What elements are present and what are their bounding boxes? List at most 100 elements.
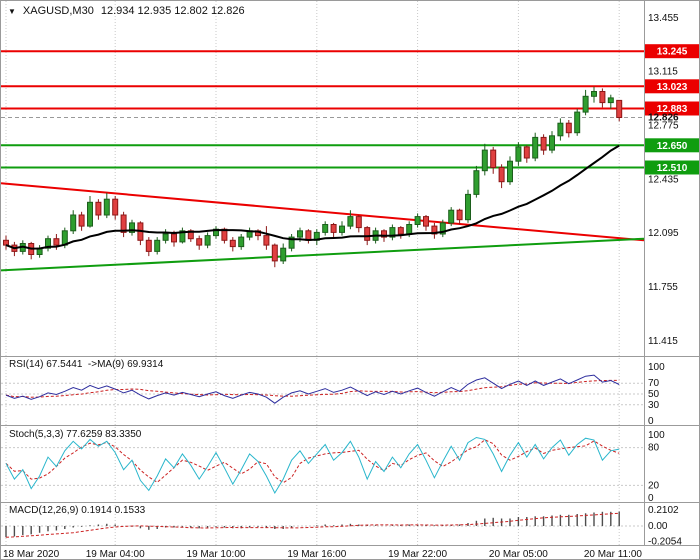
svg-text:19 Mar 04:00: 19 Mar 04:00 <box>86 549 145 560</box>
svg-text:19 Mar 22:00: 19 Mar 22:00 <box>388 549 447 560</box>
svg-text:20: 20 <box>648 480 660 491</box>
candle <box>87 201 93 227</box>
candle <box>179 230 186 243</box>
candle <box>364 227 371 241</box>
candle <box>515 146 522 162</box>
trendlines <box>1 182 645 272</box>
svg-text:30: 30 <box>648 400 660 411</box>
candle <box>103 198 110 216</box>
candle <box>3 239 9 246</box>
svg-text:19 Mar 16:00: 19 Mar 16:00 <box>287 549 346 560</box>
candle <box>397 227 404 235</box>
candle <box>355 216 362 229</box>
candle <box>507 160 513 183</box>
time-grid <box>5 1 620 546</box>
candle <box>229 239 236 248</box>
candle <box>549 135 555 151</box>
price-level-badge <box>645 138 699 153</box>
candle <box>70 214 77 232</box>
candle <box>196 238 203 246</box>
stoch-indicator-label: Stoch(5,3,3) 77.6259 83.3350 <box>9 429 142 440</box>
symbol-timeframe-label: XAGUSD,M30 <box>22 5 94 17</box>
svg-text:0: 0 <box>648 416 654 427</box>
candle <box>120 214 127 233</box>
svg-text:13.115: 13.115 <box>648 67 678 78</box>
candle <box>532 136 539 159</box>
price-level-badge <box>645 44 699 59</box>
time-axis[interactable]: 18 Mar 2020 19 Mar 04:00 19 Mar 10:00 19 Ma… <box>3 549 642 560</box>
candle <box>406 224 413 235</box>
candle <box>204 235 211 246</box>
price-axis[interactable]: 13.455 13.115 12.775 12.435 12.095 11.755 11.4… <box>645 13 700 548</box>
candle <box>330 224 337 233</box>
trendline-resistance[interactable] <box>1 182 645 242</box>
svg-text:13.245: 13.245 <box>657 47 688 58</box>
rsi-pane <box>1 374 644 406</box>
candle <box>112 198 119 216</box>
candle <box>498 167 505 183</box>
candle <box>271 244 278 262</box>
macd-pane <box>1 511 644 538</box>
candle <box>565 122 572 134</box>
candle <box>238 236 245 248</box>
ma-line <box>5 144 620 250</box>
svg-text:11.415: 11.415 <box>648 336 678 347</box>
price-level-badge <box>645 101 699 116</box>
svg-text:20 Mar 05:00: 20 Mar 05:00 <box>489 549 548 560</box>
svg-text:50: 50 <box>648 389 660 400</box>
svg-text:12.826: 12.826 <box>648 113 679 124</box>
svg-text:70: 70 <box>648 378 660 389</box>
candle <box>322 224 329 233</box>
svg-text:0: 0 <box>648 493 654 504</box>
chart-header: ▼ XAGUSD,M30 12.934 12.935 12.802 12.826 <box>8 5 245 17</box>
candle <box>95 201 102 216</box>
ma-line <box>5 144 620 250</box>
svg-text:20 Mar 11:00: 20 Mar 11:00 <box>584 549 643 560</box>
stoch-pane <box>1 436 644 495</box>
candle <box>582 95 589 113</box>
candle <box>129 222 135 233</box>
price-level-badge <box>645 160 699 175</box>
svg-text:19 Mar 10:00: 19 Mar 10:00 <box>187 549 246 560</box>
rsi-indicator-label: RSI(14) 67.5441 ->MA(9) 69.9314 <box>9 359 164 370</box>
symbol-dropdown-icon[interactable]: ▼ <box>8 6 16 16</box>
candle <box>45 238 51 249</box>
svg-text:0.00: 0.00 <box>648 521 668 532</box>
svg-text:80: 80 <box>648 443 660 454</box>
rsi-line <box>5 374 620 404</box>
candle <box>154 239 161 252</box>
candle <box>162 233 169 241</box>
candle <box>456 209 463 221</box>
rsi-ma-line <box>5 379 620 398</box>
candle <box>490 149 497 169</box>
svg-text:18 Mar 2020: 18 Mar 2020 <box>3 549 60 560</box>
svg-text:12.095: 12.095 <box>648 228 679 239</box>
svg-text:13.023: 13.023 <box>657 82 688 93</box>
candle <box>540 136 547 151</box>
macd-indicator-label: MACD(12,26,9) 0.1914 0.1533 <box>9 505 146 516</box>
candle <box>78 214 85 227</box>
svg-text:-0.2054: -0.2054 <box>648 536 682 547</box>
stoch-line <box>5 436 620 495</box>
candle <box>339 225 345 233</box>
candle <box>280 247 287 262</box>
candle <box>465 193 471 221</box>
candle <box>439 222 446 235</box>
trendline-support[interactable] <box>1 237 645 272</box>
svg-text:12.775: 12.775 <box>648 121 679 132</box>
candle <box>145 239 152 252</box>
ohlc-values: 12.934 12.935 12.802 12.826 <box>100 5 245 17</box>
macd-signal-line <box>5 512 620 538</box>
candle <box>616 99 623 119</box>
svg-text:0.2102: 0.2102 <box>648 505 679 516</box>
candle <box>591 91 597 97</box>
svg-text:100: 100 <box>648 362 665 373</box>
candle <box>381 230 387 238</box>
candle <box>263 235 270 246</box>
candle <box>297 230 303 238</box>
candle <box>389 227 396 238</box>
svg-text:12.435: 12.435 <box>648 174 679 185</box>
candle <box>448 209 455 224</box>
